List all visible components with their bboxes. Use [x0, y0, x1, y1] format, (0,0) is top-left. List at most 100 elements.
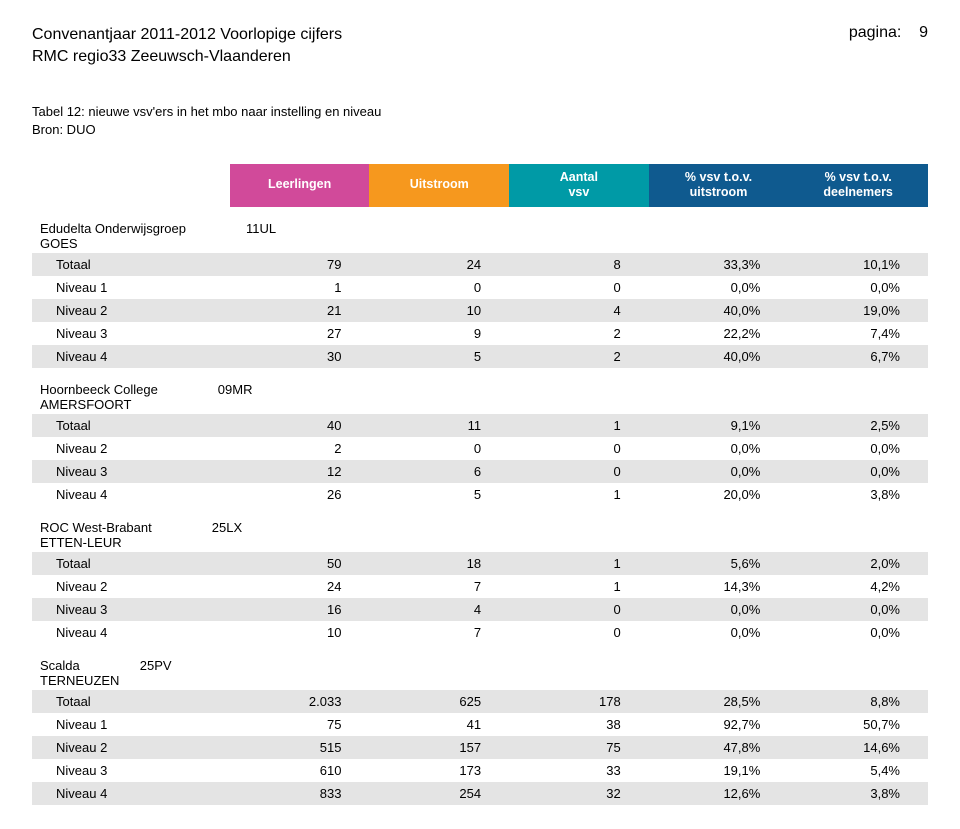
data-cell: 1: [509, 414, 649, 437]
data-cell: 0,0%: [788, 437, 928, 460]
table-row: Totaal7924833,3%10,1%: [32, 253, 928, 276]
section-location-row: ETTEN-LEUR: [32, 535, 928, 552]
data-cell: 178: [509, 690, 649, 713]
row-label: Niveau 1: [32, 276, 230, 299]
table-row: Totaal501815,6%2,0%: [32, 552, 928, 575]
data-cell: 2: [509, 345, 649, 368]
data-cell: 5,4%: [788, 759, 928, 782]
data-cell: 157: [369, 736, 509, 759]
page-number: 9: [919, 24, 928, 41]
institution-location: AMERSFOORT: [32, 397, 928, 414]
data-cell: 28,5%: [649, 690, 789, 713]
column-header: % vsv t.o.v.deelnemers: [788, 164, 928, 207]
document-header: Convenantjaar 2011-2012 Voorlopige cijfe…: [32, 24, 928, 67]
data-cell: 16: [230, 598, 370, 621]
data-cell: 515: [230, 736, 370, 759]
column-header: Uitstroom: [369, 164, 509, 207]
section-location-row: AMERSFOORT: [32, 397, 928, 414]
data-cell: 0,0%: [788, 276, 928, 299]
data-cell: 33: [509, 759, 649, 782]
row-label: Niveau 2: [32, 575, 230, 598]
row-label: Niveau 4: [32, 345, 230, 368]
row-label: Niveau 4: [32, 782, 230, 805]
data-cell: 0,0%: [788, 598, 928, 621]
row-label: Niveau 3: [32, 759, 230, 782]
column-header: Leerlingen: [230, 164, 370, 207]
data-cell: 2,0%: [788, 552, 928, 575]
data-cell: 833: [230, 782, 370, 805]
data-cell: 0,0%: [788, 460, 928, 483]
data-table: LeerlingenUitstroomAantalvsv % vsv t.o.v.…: [32, 164, 928, 805]
row-label: Niveau 3: [32, 460, 230, 483]
table-row: Niveau 4305240,0%6,7%: [32, 345, 928, 368]
data-cell: 5: [369, 483, 509, 506]
title-line-2: RMC regio33 Zeeuwsch-Vlaanderen: [32, 46, 342, 68]
row-label: Niveau 4: [32, 483, 230, 506]
section-name-row: Hoornbeeck College09MR: [32, 368, 928, 397]
data-cell: 610: [230, 759, 370, 782]
data-cell: 20,0%: [649, 483, 789, 506]
section-location-row: GOES: [32, 236, 928, 253]
table-row: Niveau 3279222,2%7,4%: [32, 322, 928, 345]
data-cell: 12,6%: [649, 782, 789, 805]
section-name-row: Scalda25PV: [32, 644, 928, 673]
data-cell: 2,5%: [788, 414, 928, 437]
table-row: Niveau 410700,0%0,0%: [32, 621, 928, 644]
data-cell: 14,3%: [649, 575, 789, 598]
section-location-row: TERNEUZEN: [32, 673, 928, 690]
source-line: Bron: DUO: [32, 121, 928, 139]
column-header: Aantalvsv: [509, 164, 649, 207]
row-label: Niveau 2: [32, 736, 230, 759]
row-label: Totaal: [32, 552, 230, 575]
data-cell: 0,0%: [649, 276, 789, 299]
data-cell: 2: [230, 437, 370, 460]
row-label: Niveau 2: [32, 299, 230, 322]
data-cell: 38: [509, 713, 649, 736]
data-cell: 5: [369, 345, 509, 368]
title-line-1: Convenantjaar 2011-2012 Voorlopige cijfe…: [32, 24, 342, 46]
data-cell: 79: [230, 253, 370, 276]
data-cell: 1: [509, 575, 649, 598]
table-row: Totaal401119,1%2,5%: [32, 414, 928, 437]
institution-name-cell: ROC West-Brabant25LX: [32, 506, 928, 535]
table-row: Niveau 312600,0%0,0%: [32, 460, 928, 483]
data-cell: 50: [230, 552, 370, 575]
table-row: Niveau 48332543212,6%3,8%: [32, 782, 928, 805]
data-cell: 0: [509, 598, 649, 621]
data-cell: 19,1%: [649, 759, 789, 782]
institution-location: TERNEUZEN: [32, 673, 928, 690]
data-cell: 10: [369, 299, 509, 322]
institution-name-cell: Edudelta Onderwijsgroep 11UL: [32, 207, 928, 236]
data-cell: 7,4%: [788, 322, 928, 345]
row-label: Niveau 2: [32, 437, 230, 460]
table-row: Niveau 316400,0%0,0%: [32, 598, 928, 621]
institution-name: Scalda: [40, 658, 80, 673]
data-cell: 0,0%: [649, 598, 789, 621]
data-cell: 41: [369, 713, 509, 736]
data-cell: 24: [230, 575, 370, 598]
table-row: Niveau 25151577547,8%14,6%: [32, 736, 928, 759]
data-cell: 40: [230, 414, 370, 437]
data-cell: 0,0%: [649, 460, 789, 483]
data-cell: 0: [509, 460, 649, 483]
data-cell: 92,7%: [649, 713, 789, 736]
row-label: Niveau 3: [32, 598, 230, 621]
institution-name: Hoornbeeck College: [40, 382, 158, 397]
data-cell: 75: [230, 713, 370, 736]
subheader-block: Tabel 12: nieuwe vsv'ers in het mbo naar…: [32, 103, 928, 139]
section-name-row: Edudelta Onderwijsgroep 11UL: [32, 207, 928, 236]
institution-location: GOES: [32, 236, 928, 253]
data-cell: 3,8%: [788, 483, 928, 506]
row-label: Niveau 4: [32, 621, 230, 644]
data-cell: 7: [369, 575, 509, 598]
data-cell: 50,7%: [788, 713, 928, 736]
data-cell: 0: [369, 437, 509, 460]
data-cell: 2: [509, 322, 649, 345]
data-cell: 3,8%: [788, 782, 928, 805]
institution-name: Edudelta Onderwijsgroep: [40, 221, 186, 236]
row-label: Niveau 1: [32, 713, 230, 736]
institution-code: 11UL: [246, 221, 276, 236]
institution-code: 25LX: [212, 520, 242, 535]
page-number-block: pagina: 9: [849, 24, 928, 42]
institution-name-cell: Scalda25PV: [32, 644, 928, 673]
